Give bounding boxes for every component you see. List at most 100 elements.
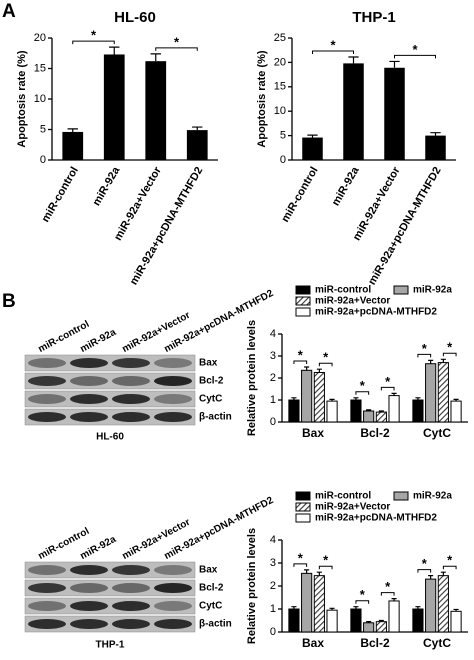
- blot-band: [28, 601, 66, 611]
- blot-band: [154, 601, 192, 611]
- blot-strip: [24, 561, 196, 579]
- y-tick-label: 4: [270, 534, 276, 546]
- panel-label: A: [2, 1, 16, 22]
- significance-bracket: [442, 352, 457, 357]
- error-bar: [453, 398, 459, 402]
- x-tick-label: miR-control: [40, 165, 81, 224]
- significance-label: *: [422, 341, 428, 356]
- bar: [437, 362, 449, 423]
- legend-label: miR-92a+Vector: [315, 296, 390, 307]
- bar: [425, 135, 446, 160]
- error-bar: [378, 410, 384, 413]
- x-tick-label: miR-92a+pcDNA-MTHFD2: [366, 165, 443, 287]
- y-tick-label: 15: [34, 62, 46, 74]
- bar: [350, 608, 362, 633]
- y-axis-label: Apoptosis rate (%): [16, 50, 28, 148]
- legend-swatch: [295, 513, 311, 523]
- significance-label: *: [412, 42, 418, 57]
- significance-bracket: [312, 50, 354, 55]
- blot-strip: [24, 408, 196, 426]
- significance-label: *: [447, 553, 453, 568]
- bar: [363, 622, 375, 633]
- error-bar: [67, 128, 78, 132]
- blot-band: [112, 565, 150, 575]
- blot-band: [28, 565, 66, 575]
- blot-band: [70, 583, 108, 593]
- legend-swatch: [295, 296, 311, 306]
- x-tick-label: miR-92a: [330, 164, 362, 208]
- error-bar: [353, 606, 359, 609]
- error-bar: [389, 60, 400, 68]
- bar: [363, 410, 375, 423]
- blot-band: [112, 358, 150, 368]
- bar: [450, 610, 462, 633]
- protein-label: Bax: [199, 358, 218, 369]
- legend-swatch: [295, 307, 311, 317]
- lane-label: miR-92a+Vector: [120, 517, 192, 562]
- significance-label: *: [323, 350, 329, 365]
- blot-band: [28, 376, 66, 386]
- significance-bracket: [380, 386, 395, 391]
- y-axis-label: Apoptosis rate (%): [256, 50, 268, 148]
- y-tick-label: 20: [274, 56, 286, 68]
- blot-band: [112, 376, 150, 386]
- blot-band: [28, 412, 66, 422]
- bar: [301, 369, 313, 423]
- bar: [388, 395, 400, 423]
- x-tick-label: Bax: [302, 426, 324, 440]
- x-tick-label: miR-92a+pcDNA-MTHFD2: [128, 165, 205, 287]
- legend-label: miR-92a+pcDNA-MTHFD2: [315, 307, 437, 318]
- legend-label: miR-92a: [413, 285, 452, 296]
- blot-band: [70, 358, 108, 368]
- cell-label: HL-60: [96, 432, 124, 443]
- bar: [103, 54, 125, 160]
- bar: [375, 411, 387, 423]
- significance-label: *: [330, 37, 336, 52]
- error-bar: [391, 392, 397, 396]
- x-tick-label: miR-92a: [91, 164, 123, 208]
- blot-band: [70, 394, 108, 404]
- bar: [62, 131, 84, 160]
- blot-band: [70, 412, 108, 422]
- error-bar: [415, 606, 421, 609]
- legend-swatch: [295, 285, 311, 295]
- significance-bracket: [394, 54, 436, 59]
- x-tick-label: Bcl-2: [360, 636, 390, 650]
- legend-swatch: [393, 491, 409, 501]
- y-tick-label: 10: [34, 93, 46, 105]
- protein-label: Bcl-2: [199, 376, 224, 387]
- y-axis-label: Relative protein levels: [246, 320, 258, 436]
- bar: [425, 363, 437, 423]
- panel-label: B: [2, 291, 16, 312]
- y-tick-label: 0: [280, 154, 286, 166]
- error-bar: [366, 621, 372, 623]
- legend-label: miR-92a+Vector: [315, 502, 390, 513]
- blot-strip: [24, 354, 196, 372]
- blot-strip: [24, 390, 196, 408]
- error-bar: [109, 46, 120, 55]
- significance-bracket: [355, 391, 370, 395]
- blot-band: [154, 412, 192, 422]
- error-bar: [440, 358, 446, 363]
- blot-strip: [24, 597, 196, 615]
- y-tick-label: 2: [270, 372, 276, 384]
- legend-label: miR-92a: [413, 491, 452, 502]
- error-bar: [304, 366, 310, 371]
- blot-band: [28, 583, 66, 593]
- blot-band: [154, 565, 192, 575]
- protein-label: CytC: [199, 394, 222, 405]
- error-bar: [329, 607, 335, 611]
- x-tick-label: Bax: [302, 636, 324, 650]
- blot-band: [70, 565, 108, 575]
- x-tick-label: CytC: [423, 636, 451, 650]
- y-tick-label: 1: [270, 603, 276, 615]
- error-bar: [291, 397, 297, 400]
- protein-label: CytC: [199, 601, 222, 612]
- error-bar: [453, 608, 459, 612]
- lane-label: miR-92a+Vector: [120, 310, 192, 355]
- significance-bracket: [318, 362, 333, 367]
- bar: [313, 575, 325, 633]
- significance-label: *: [298, 550, 304, 565]
- error-bar: [304, 569, 310, 574]
- error-bar: [348, 56, 359, 64]
